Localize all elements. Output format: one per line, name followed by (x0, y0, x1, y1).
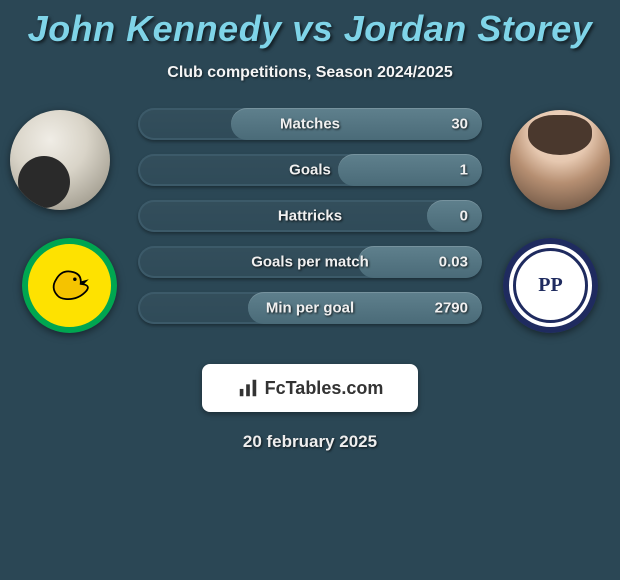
chart-icon (237, 377, 259, 399)
club-left-crest (22, 238, 117, 333)
stat-row: Matches 30 (138, 108, 482, 140)
stat-value: 0.03 (439, 254, 468, 271)
stat-value: 0 (460, 208, 468, 225)
stat-row: Goals 1 (138, 154, 482, 186)
brand-card[interactable]: FcTables.com (202, 364, 418, 412)
page-title: John Kennedy vs Jordan Storey (0, 8, 620, 50)
date-line: 20 february 2025 (0, 432, 620, 452)
stat-row: Hattricks 0 (138, 200, 482, 232)
comparison-card: John Kennedy vs Jordan Storey Club compe… (0, 0, 620, 452)
stats-list: Matches 30 Goals 1 Hattricks 0 Goals per match… (138, 108, 482, 338)
brand-text: FcTables.com (265, 378, 384, 399)
stat-value: 1 (460, 162, 468, 179)
player-right-photo-placeholder (510, 110, 610, 210)
preston-crest-icon: PP (503, 238, 598, 333)
norwich-crest-icon (22, 238, 117, 333)
stat-fill (427, 200, 482, 232)
stat-row: Min per goal 2790 (138, 292, 482, 324)
stat-label: Hattricks (278, 208, 342, 225)
stat-row: Goals per match 0.03 (138, 246, 482, 278)
stat-value: 30 (451, 116, 468, 133)
stat-label: Goals (289, 162, 331, 179)
subtitle: Club competitions, Season 2024/2025 (0, 64, 620, 82)
stat-value: 2790 (435, 300, 468, 317)
stat-label: Matches (280, 116, 340, 133)
main-area: PP Matches 30 Goals 1 Hattricks 0 Goals per ma… (0, 110, 620, 360)
player-left-avatar (10, 110, 110, 210)
stat-fill (231, 108, 482, 140)
player-left-photo-placeholder (10, 110, 110, 210)
stat-label: Goals per match (251, 254, 369, 271)
club-right-crest: PP (503, 238, 598, 333)
stat-label: Min per goal (266, 300, 354, 317)
canary-icon (40, 256, 98, 314)
player-right-avatar (510, 110, 610, 210)
